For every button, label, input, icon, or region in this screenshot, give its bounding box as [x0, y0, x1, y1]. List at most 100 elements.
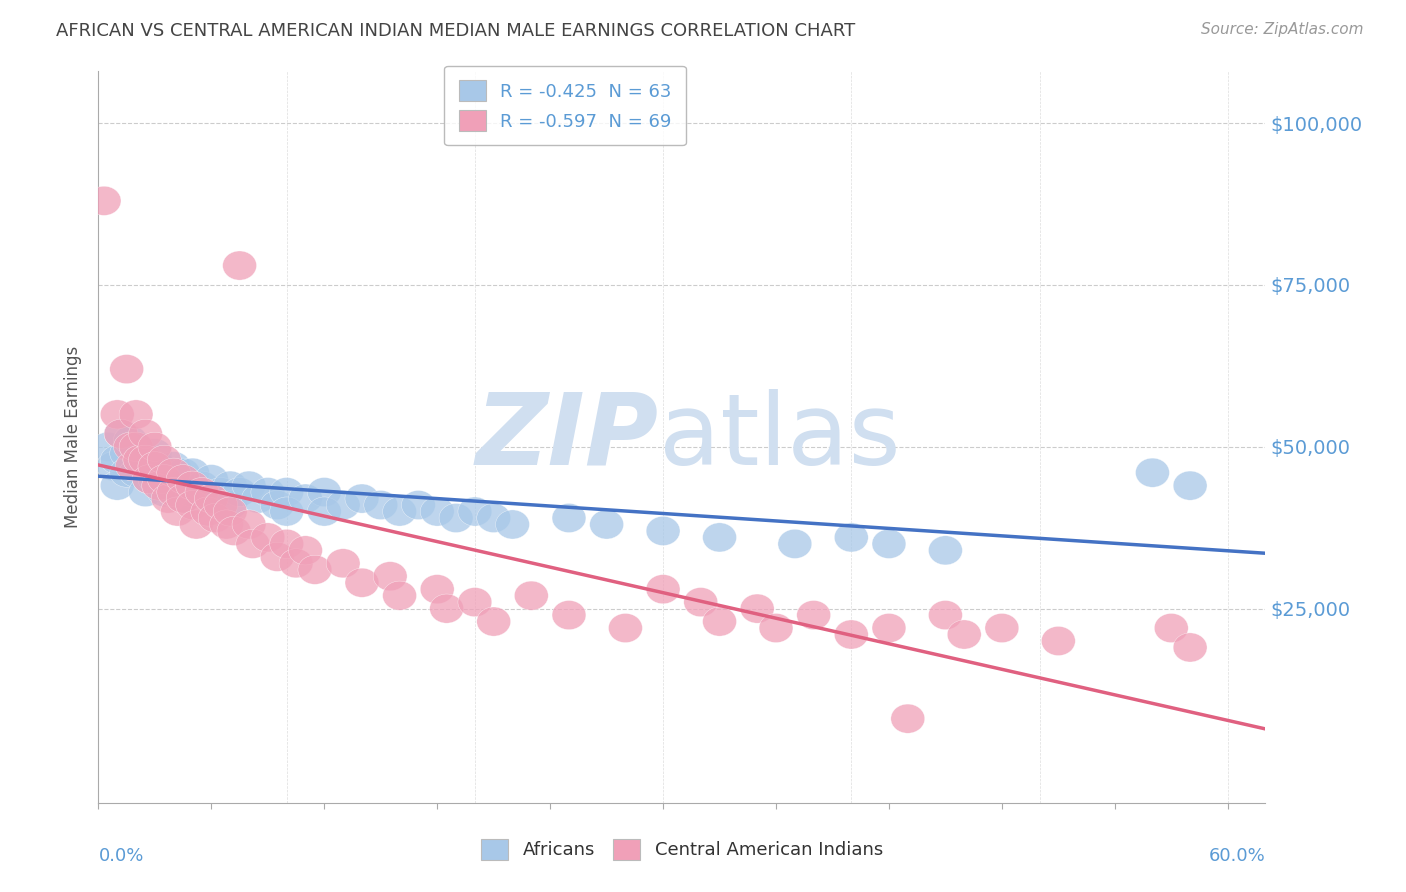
Ellipse shape [217, 516, 250, 546]
Ellipse shape [114, 425, 148, 455]
Ellipse shape [153, 471, 187, 500]
Ellipse shape [382, 497, 416, 526]
Ellipse shape [100, 471, 134, 500]
Ellipse shape [891, 704, 925, 733]
Ellipse shape [430, 594, 464, 624]
Ellipse shape [160, 497, 194, 526]
Ellipse shape [138, 433, 172, 461]
Ellipse shape [703, 607, 737, 636]
Ellipse shape [308, 497, 342, 526]
Ellipse shape [515, 581, 548, 610]
Ellipse shape [194, 484, 228, 513]
Ellipse shape [122, 445, 157, 475]
Ellipse shape [222, 251, 256, 280]
Ellipse shape [214, 471, 247, 500]
Ellipse shape [834, 523, 869, 552]
Ellipse shape [797, 600, 831, 630]
Ellipse shape [326, 491, 360, 520]
Ellipse shape [110, 439, 143, 467]
Ellipse shape [834, 620, 869, 649]
Text: ZIP: ZIP [475, 389, 658, 485]
Ellipse shape [308, 477, 342, 507]
Ellipse shape [778, 529, 811, 558]
Ellipse shape [204, 477, 238, 507]
Ellipse shape [120, 458, 153, 487]
Ellipse shape [157, 458, 191, 487]
Ellipse shape [986, 614, 1019, 642]
Ellipse shape [214, 497, 247, 526]
Ellipse shape [232, 471, 266, 500]
Ellipse shape [148, 465, 181, 493]
Ellipse shape [260, 491, 294, 520]
Ellipse shape [1042, 626, 1076, 656]
Ellipse shape [138, 439, 172, 467]
Ellipse shape [176, 458, 209, 487]
Ellipse shape [114, 433, 148, 461]
Ellipse shape [1136, 458, 1170, 487]
Ellipse shape [242, 484, 276, 513]
Ellipse shape [759, 614, 793, 642]
Ellipse shape [589, 510, 624, 539]
Ellipse shape [232, 510, 266, 539]
Ellipse shape [132, 465, 166, 493]
Ellipse shape [236, 529, 270, 558]
Ellipse shape [204, 491, 238, 520]
Ellipse shape [97, 451, 131, 481]
Ellipse shape [194, 484, 228, 513]
Ellipse shape [270, 477, 304, 507]
Ellipse shape [120, 433, 153, 461]
Ellipse shape [420, 497, 454, 526]
Ellipse shape [138, 465, 172, 493]
Ellipse shape [110, 458, 143, 487]
Ellipse shape [222, 477, 256, 507]
Ellipse shape [364, 491, 398, 520]
Ellipse shape [176, 471, 209, 500]
Ellipse shape [132, 465, 166, 493]
Ellipse shape [477, 503, 510, 533]
Ellipse shape [176, 491, 209, 520]
Ellipse shape [209, 510, 243, 539]
Ellipse shape [553, 600, 586, 630]
Ellipse shape [1173, 633, 1208, 662]
Ellipse shape [157, 477, 191, 507]
Ellipse shape [128, 419, 163, 449]
Ellipse shape [458, 497, 492, 526]
Ellipse shape [166, 465, 200, 493]
Ellipse shape [100, 445, 134, 475]
Ellipse shape [928, 536, 962, 565]
Ellipse shape [382, 581, 416, 610]
Ellipse shape [741, 594, 775, 624]
Ellipse shape [280, 549, 314, 578]
Ellipse shape [270, 497, 304, 526]
Ellipse shape [194, 465, 228, 493]
Legend: Africans, Central American Indians: Africans, Central American Indians [474, 831, 890, 867]
Ellipse shape [166, 458, 200, 487]
Ellipse shape [91, 433, 125, 461]
Ellipse shape [120, 400, 153, 429]
Ellipse shape [1154, 614, 1188, 642]
Ellipse shape [148, 458, 181, 487]
Ellipse shape [198, 503, 232, 533]
Ellipse shape [326, 549, 360, 578]
Ellipse shape [110, 354, 143, 384]
Ellipse shape [214, 491, 247, 520]
Ellipse shape [148, 445, 181, 475]
Ellipse shape [100, 400, 134, 429]
Ellipse shape [120, 433, 153, 461]
Ellipse shape [150, 484, 186, 513]
Y-axis label: Median Male Earnings: Median Male Earnings [65, 346, 83, 528]
Ellipse shape [402, 491, 436, 520]
Ellipse shape [288, 536, 322, 565]
Text: 0.0%: 0.0% [98, 847, 143, 864]
Ellipse shape [157, 451, 191, 481]
Ellipse shape [495, 510, 530, 539]
Ellipse shape [186, 471, 219, 500]
Text: Source: ZipAtlas.com: Source: ZipAtlas.com [1201, 22, 1364, 37]
Ellipse shape [142, 451, 176, 481]
Text: AFRICAN VS CENTRAL AMERICAN INDIAN MEDIAN MALE EARNINGS CORRELATION CHART: AFRICAN VS CENTRAL AMERICAN INDIAN MEDIA… [56, 22, 855, 40]
Ellipse shape [166, 484, 200, 513]
Ellipse shape [344, 568, 378, 598]
Ellipse shape [250, 523, 285, 552]
Ellipse shape [288, 484, 322, 513]
Ellipse shape [180, 510, 214, 539]
